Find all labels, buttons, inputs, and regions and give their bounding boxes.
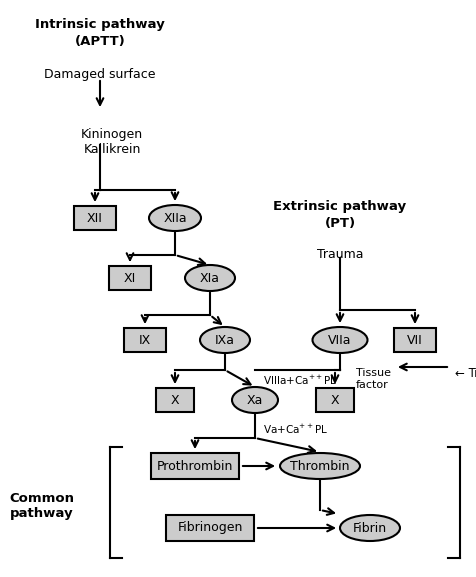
Text: XI: XI (124, 272, 136, 284)
Text: XIa: XIa (199, 272, 219, 284)
Text: Fibrin: Fibrin (352, 522, 386, 534)
Text: (APTT): (APTT) (74, 35, 125, 48)
Ellipse shape (149, 205, 200, 231)
FancyBboxPatch shape (109, 266, 151, 290)
Ellipse shape (279, 453, 359, 479)
FancyBboxPatch shape (151, 453, 238, 479)
Text: X: X (170, 394, 179, 407)
FancyBboxPatch shape (393, 328, 435, 352)
Text: IX: IX (139, 334, 151, 347)
Text: Va+Ca$^{++}$PL: Va+Ca$^{++}$PL (262, 423, 327, 436)
Text: XII: XII (87, 212, 103, 224)
Text: Common
pathway: Common pathway (10, 492, 74, 520)
Text: Kininogen
Kallikrein: Kininogen Kallikrein (81, 128, 143, 156)
Text: IXa: IXa (215, 334, 235, 347)
Text: Tissue
factor: Tissue factor (355, 368, 390, 389)
Text: Extrinsic pathway: Extrinsic pathway (273, 200, 406, 213)
Text: Fibrinogen: Fibrinogen (177, 522, 242, 534)
Text: VIIa: VIIa (327, 334, 351, 347)
Ellipse shape (199, 327, 249, 353)
Text: (PT): (PT) (324, 217, 355, 230)
Ellipse shape (231, 387, 278, 413)
Text: X: X (330, 394, 338, 407)
Text: Trauma: Trauma (316, 248, 363, 261)
FancyBboxPatch shape (315, 388, 353, 412)
FancyBboxPatch shape (166, 515, 253, 541)
Text: ← Trauma: ← Trauma (454, 367, 476, 380)
Ellipse shape (185, 265, 235, 291)
Text: VIIIa+Ca$^{++}$PL: VIIIa+Ca$^{++}$PL (262, 374, 337, 387)
Text: Xa: Xa (246, 394, 263, 407)
Text: Thrombin: Thrombin (289, 459, 349, 473)
FancyBboxPatch shape (74, 206, 116, 230)
Ellipse shape (312, 327, 367, 353)
Text: Prothrombin: Prothrombin (157, 459, 233, 473)
FancyBboxPatch shape (124, 328, 166, 352)
Text: Intrinsic pathway: Intrinsic pathway (35, 18, 165, 31)
Ellipse shape (339, 515, 399, 541)
Text: VII: VII (407, 334, 422, 347)
FancyBboxPatch shape (156, 388, 194, 412)
Text: Damaged surface: Damaged surface (44, 68, 156, 81)
Text: XIIa: XIIa (163, 212, 187, 224)
